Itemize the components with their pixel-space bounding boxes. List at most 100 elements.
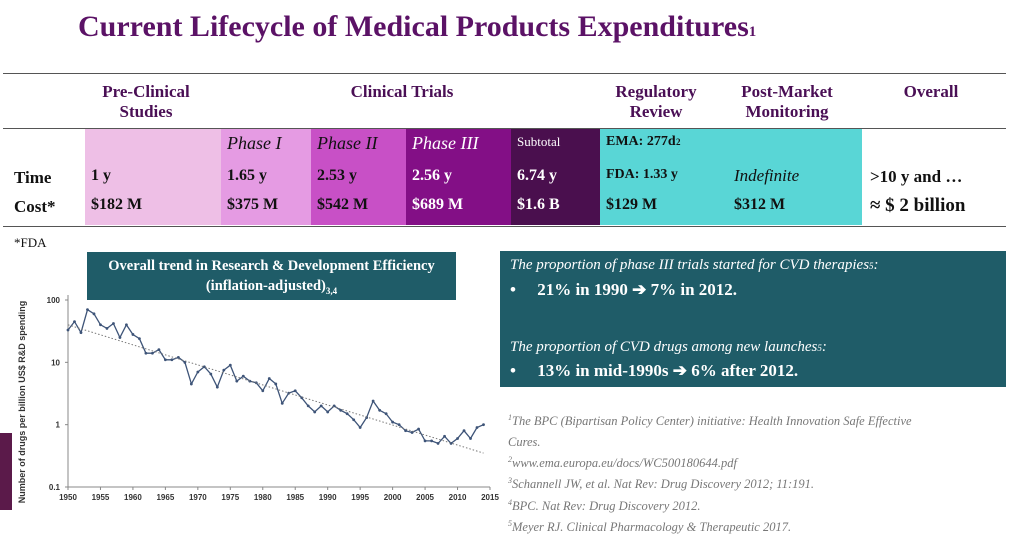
rd-efficiency-point — [163, 358, 167, 362]
cost-value: ≈ $ 2 billion — [870, 195, 966, 216]
rd-efficiency-point — [319, 404, 323, 408]
rd-efficiency-point — [482, 423, 485, 427]
rd-efficiency-point — [157, 348, 161, 352]
table-column-4: Phase III 2.56 y $689 M — [406, 129, 511, 225]
rd-efficiency-point — [397, 423, 401, 427]
cost-value: $312 M — [734, 196, 786, 213]
table-column-3: Phase II 2.53 y $542 M — [311, 129, 406, 225]
title-reference: 1 — [748, 24, 757, 40]
rd-efficiency-point — [358, 426, 362, 429]
reference-item: 2www.ema.europa.eu/docs/WC500180644.pdf — [508, 455, 737, 471]
rd-efficiency-point — [66, 328, 70, 332]
rd-efficiency-point — [417, 427, 420, 431]
reference-item: 3Schannell JW, et al. Nat Rev: Drug Disc… — [508, 476, 815, 492]
phase-label-ref: 2 — [676, 137, 681, 147]
rd-efficiency-point — [176, 355, 180, 359]
rd-efficiency-point — [99, 323, 102, 327]
rd-efficiency-point — [112, 322, 115, 325]
x-tick-label: 1955 — [92, 493, 110, 502]
rd-efficiency-point — [86, 308, 89, 312]
time-value: Indefinite — [734, 166, 800, 185]
time-value: 6.74 y — [517, 167, 557, 184]
header-postmarket: Post-Market Monitoring — [741, 82, 833, 121]
table-top-rule — [3, 73, 1006, 74]
rd-efficiency-point — [384, 412, 388, 416]
row-label-time: Time — [14, 168, 52, 187]
header-clinical-trials: Clinical Trials — [350, 82, 454, 101]
rd-efficiency-point — [138, 337, 141, 341]
x-tick-label: 1985 — [286, 493, 304, 502]
x-tick-label: 1995 — [351, 493, 369, 502]
rd-efficiency-point — [456, 437, 459, 440]
x-tick-label: 2005 — [416, 493, 434, 502]
header-overall: Overall — [903, 82, 959, 101]
header-preclinical: Pre-Clinical Studies — [102, 82, 190, 121]
x-tick-label: 1965 — [156, 493, 174, 502]
left-accent-bar — [0, 433, 12, 510]
rd-efficiency-point — [313, 410, 317, 414]
cost-value: $1.6 B — [517, 196, 560, 213]
chart-box-refs: 3,4 — [325, 285, 338, 296]
rd-efficiency-point — [280, 401, 284, 405]
x-tick-label: 1980 — [254, 493, 272, 502]
time-value: 1.65 y — [227, 167, 267, 184]
rd-efficiency-point — [430, 439, 433, 443]
cvd-trials-bullet: • 21% in 1990 ➔ 7% in 2012. — [510, 280, 738, 299]
rd-efficiency-point — [475, 426, 479, 429]
time-value: 1 y — [91, 167, 111, 184]
table-column-5: Subtotal 6.74 y $1.6 B — [511, 129, 600, 225]
rd-efficiency-point — [306, 404, 310, 408]
rd-efficiency-point — [241, 374, 245, 378]
x-tick-label: 2000 — [384, 493, 402, 502]
trend-line — [67, 324, 484, 454]
rd-efficiency-point — [462, 429, 466, 433]
rd-efficiency-point — [73, 320, 76, 324]
rd-efficiency-point — [183, 360, 187, 364]
time-value: 2.53 y — [317, 167, 357, 184]
x-tick-label: 1950 — [59, 493, 77, 502]
rd-efficiency-point — [274, 382, 278, 386]
cvd-info-box: The proportion of phase III trials start… — [500, 251, 1006, 387]
rd-efficiency-point — [189, 382, 193, 386]
cvd-launches-intro: The proportion of CVD drugs among new la… — [510, 339, 827, 355]
rd-efficiency-point — [125, 323, 128, 327]
reference-item: Cures. — [508, 435, 541, 450]
x-tick-label: 2015 — [481, 493, 499, 502]
time-value: >10 y and … — [870, 167, 963, 186]
phase-label: Subtotal — [517, 134, 561, 149]
rd-efficiency-point — [267, 377, 271, 380]
rd-efficiency-point — [326, 410, 330, 414]
rd-efficiency-point — [209, 372, 213, 376]
x-tick-label: 2010 — [449, 493, 467, 502]
rd-efficiency-point — [105, 327, 109, 330]
y-tick-label: 10 — [51, 358, 60, 367]
header-regulatory: Regulatory Review — [615, 82, 697, 121]
rd-efficiency-point — [228, 363, 232, 367]
rd-efficiency-point — [293, 389, 297, 393]
references-list: 1The BPC (Bipartisan Policy Center) init… — [508, 409, 988, 536]
table-column-1: 1 y $182 M — [85, 129, 221, 225]
x-tick-label: 1970 — [189, 493, 207, 502]
rd-efficiency-point — [443, 434, 446, 438]
phase-label: EMA: 277d — [606, 134, 676, 149]
rd-efficiency-point — [423, 439, 427, 443]
rd-efficiency-point — [371, 399, 375, 403]
rd-efficiency-point — [215, 385, 219, 389]
rd-efficiency-point — [261, 389, 265, 393]
reference-item: 5Meyer RJ. Clinical Pharmacology & Thera… — [508, 518, 792, 534]
reference-item: 1The BPC (Bipartisan Policy Center) init… — [508, 413, 912, 429]
table-bottom-rule — [3, 226, 1006, 227]
phase-label: Phase III — [412, 133, 479, 153]
x-tick-label: 1990 — [319, 493, 337, 502]
slide-title: Current Lifecycle of Medical Products Ex… — [78, 10, 757, 43]
table-column-6: EMA: 277d 2 FDA: 1.33 y $129 M — [600, 129, 728, 225]
time-value: FDA: 1.33 y — [606, 167, 678, 182]
rd-efficiency-point — [170, 358, 174, 362]
cost-value: $542 M — [317, 196, 369, 213]
phase-label: Phase I — [227, 133, 282, 153]
rd-efficiency-point — [196, 370, 200, 374]
cost-value: $129 M — [606, 196, 658, 213]
rd-efficiency-point — [79, 331, 83, 334]
x-tick-label: 1960 — [124, 493, 142, 502]
rd-efficiency-point — [345, 412, 349, 416]
